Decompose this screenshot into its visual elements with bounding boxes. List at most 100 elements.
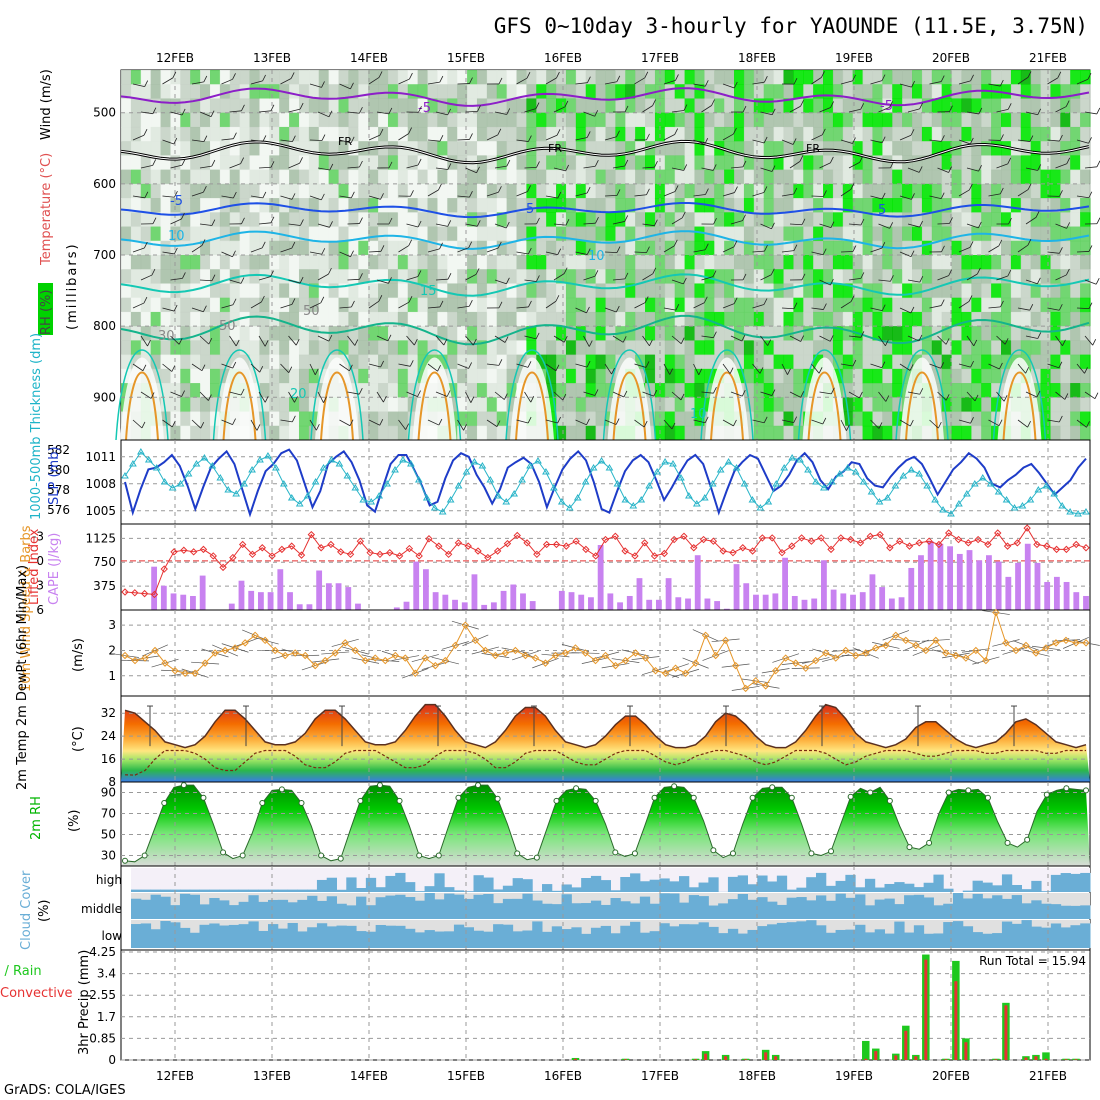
rh-cell: [526, 126, 537, 142]
rh-cell: [150, 212, 162, 228]
rh-cell: [724, 212, 735, 228]
rh-cell: [912, 340, 923, 356]
rh-cell: [714, 183, 725, 199]
mid-cloud-band: [199, 904, 210, 919]
rh-cell: [684, 126, 696, 142]
wind-barb-flag: [586, 131, 591, 138]
rh-cell: [308, 311, 320, 327]
rh-cell: [912, 169, 923, 185]
wind-barb: [524, 108, 537, 113]
wind-barb: [663, 363, 671, 375]
rh-cell: [1050, 126, 1061, 142]
rh-cell: [506, 169, 518, 185]
rh-cell: [180, 84, 191, 100]
rh-cell: [378, 169, 389, 185]
wind-barb-flag: [860, 103, 865, 110]
thickness-point: [565, 504, 574, 511]
rh-cell: [951, 411, 963, 427]
rh-cell: [170, 183, 181, 199]
wind-speed-point: [191, 669, 199, 677]
rh-cell: [209, 155, 221, 171]
rh-cell: [358, 112, 369, 128]
cape-bar: [1044, 581, 1051, 610]
rh-cell: [882, 141, 893, 156]
rh-cell: [724, 169, 735, 185]
rh-cell: [1070, 340, 1081, 356]
rh-cell: [842, 397, 854, 413]
rh-cell: [813, 340, 824, 356]
mid-cloud-band: [845, 897, 856, 919]
wind-barb: [789, 161, 801, 169]
rh-cell: [892, 425, 903, 441]
wind-barb: [140, 274, 153, 281]
rh-cell: [190, 183, 201, 199]
wind-barb: [789, 391, 801, 398]
wind-speed-point: [791, 659, 800, 667]
high-cloud-band: [972, 880, 983, 892]
wind-barb: [317, 335, 330, 342]
rh-cell: [289, 212, 300, 228]
rh-cell: [1020, 126, 1032, 142]
wind-barb: [427, 189, 439, 197]
li-point: [386, 548, 394, 557]
rh-cell: [447, 70, 458, 85]
rh-cell: [615, 340, 626, 356]
rh-cell: [556, 198, 567, 213]
thickness-point: [867, 488, 876, 495]
wind-barb-flag: [349, 364, 353, 371]
rh-cell: [279, 340, 290, 356]
rh-cell: [585, 70, 597, 85]
wind-barb: [250, 195, 263, 199]
rh-cell: [645, 340, 656, 356]
cape-bar: [588, 597, 594, 610]
wind-barb: [1025, 167, 1038, 171]
wind-barb-flag: [918, 166, 923, 173]
thickness-point: [637, 496, 646, 503]
rh-cell: [605, 126, 616, 142]
li-point: [150, 590, 159, 599]
wind-barb: [427, 419, 440, 426]
rh-cell: [832, 112, 844, 128]
wind-barb-flag: [556, 71, 560, 79]
wind-barb-flag: [211, 159, 216, 167]
rh-cell: [882, 212, 893, 228]
wind-barb-flag: [652, 99, 657, 106]
wind-barb: [1047, 363, 1060, 369]
wind-barb-flag: [945, 338, 950, 345]
wind-barb: [545, 419, 558, 424]
wind-barb: [347, 111, 360, 114]
mid-cloud-band: [561, 894, 572, 919]
rh-cell: [842, 340, 854, 356]
rh-cell: [645, 155, 656, 171]
wind-tick: 1: [108, 669, 116, 683]
rh-cell: [1070, 311, 1081, 327]
rh-cell: [813, 141, 824, 156]
rh-cell: [654, 70, 666, 85]
wind-barb: [524, 391, 532, 403]
temp-contour-20: [407, 349, 462, 441]
rh-cell: [902, 212, 913, 228]
wind-barb-flag: [969, 183, 973, 191]
rh-cell: [941, 255, 953, 270]
rh-cell: [447, 84, 458, 100]
wind-barb: [494, 223, 507, 229]
rh-cell: [842, 326, 854, 341]
wind-speed-point: [651, 666, 660, 675]
rh-cell: [991, 126, 1002, 142]
rh-cell: [546, 84, 557, 100]
wind-barb: [427, 363, 438, 372]
rh-cell: [931, 226, 943, 242]
cape-bar: [859, 592, 866, 610]
rh-cell: [763, 226, 775, 242]
rh-cell: [971, 141, 982, 156]
rh-cell: [219, 84, 231, 100]
rh-cell: [556, 155, 567, 171]
rh-cell: [862, 98, 874, 114]
rh-cell: [308, 411, 320, 427]
rh-cell: [476, 198, 488, 213]
rh-cell: [763, 126, 775, 142]
wind-barb: [457, 195, 470, 198]
rh-cell: [971, 70, 982, 85]
contour-label: 50: [219, 319, 236, 334]
thickness-point: [335, 460, 344, 467]
